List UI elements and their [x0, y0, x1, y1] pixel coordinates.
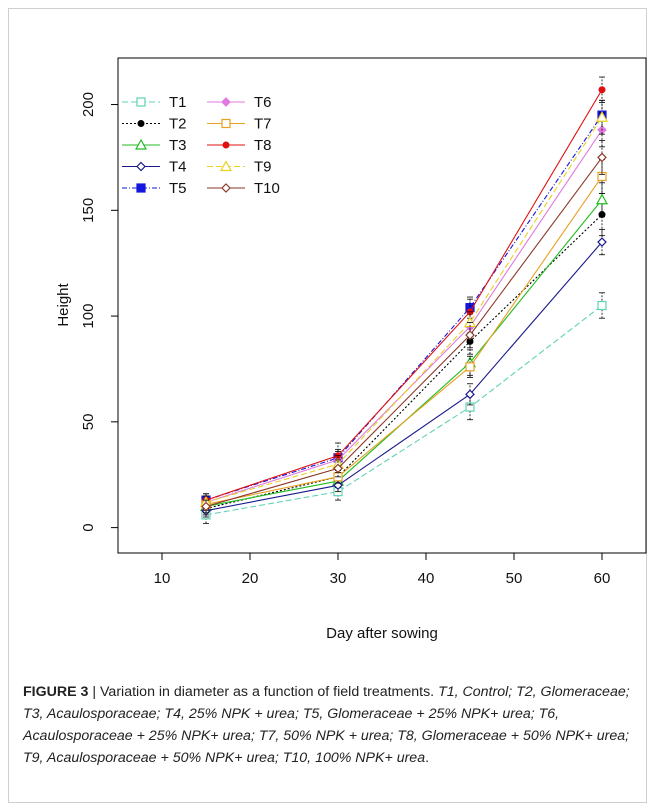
series-t7 [201, 159, 607, 512]
series-line-t2 [205, 214, 603, 510]
caption-end: . [425, 750, 430, 766]
legend-item-t5: T5 [122, 180, 187, 197]
legend-item-t4: T4 [122, 159, 187, 176]
caption-separator: | [88, 684, 101, 700]
series-line-t3 [205, 199, 603, 508]
legend-marker [134, 138, 148, 150]
series-line-t9 [205, 116, 603, 503]
data-point [598, 86, 606, 94]
legend-item-t9: T9 [207, 159, 272, 176]
figure-caption: FIGURE 3 | Variation in diameter as a fu… [23, 681, 633, 769]
series-t1 [201, 292, 607, 524]
data-point [465, 362, 475, 372]
data-point [333, 463, 343, 474]
data-point [201, 501, 211, 512]
legend-item-t7: T7 [207, 116, 272, 133]
legend-marker [222, 141, 230, 149]
legend-label: T3 [169, 137, 187, 154]
series-line-t7 [205, 176, 603, 505]
legend-label: T10 [254, 180, 280, 197]
legend-label: T9 [254, 159, 272, 176]
legend-label: T2 [169, 116, 187, 133]
series-line-t4 [205, 241, 603, 512]
legend-label: T1 [169, 94, 187, 111]
legend-item-t8: T8 [207, 137, 272, 154]
series-line-t1 [205, 305, 603, 516]
y-tick-label: 150 [80, 198, 97, 223]
data-point [595, 110, 609, 122]
legend-item-t2: T2 [122, 116, 187, 133]
legend-label: T4 [169, 159, 187, 176]
legend-marker [137, 120, 145, 127]
y-tick-label: 0 [80, 523, 97, 531]
series-line-t10 [205, 157, 603, 507]
legend-marker [221, 183, 231, 193]
legend-label: T7 [254, 116, 272, 133]
legend-item-t3: T3 [122, 137, 187, 154]
legend-item-t10: T10 [207, 180, 280, 197]
x-tick-label: 10 [154, 570, 171, 587]
series-t2 [202, 192, 606, 516]
data-point [597, 300, 607, 311]
legend-marker [136, 183, 146, 193]
legend-marker [221, 118, 231, 129]
plot-area-border [117, 57, 647, 554]
legend-marker [221, 97, 231, 107]
x-tick-label: 30 [330, 570, 347, 587]
x-axis-label: Day after sowing [326, 625, 438, 642]
y-axis-label: Height [55, 282, 72, 326]
figure-container [8, 8, 647, 803]
legend-marker [136, 97, 146, 107]
series-lines [199, 76, 609, 524]
data-point [465, 330, 475, 340]
data-point [465, 389, 475, 400]
legend-label: T5 [169, 180, 187, 197]
figure-number: FIGURE 3 [23, 684, 89, 700]
x-tick-label: 20 [242, 570, 259, 587]
legend-item-t1: T1 [122, 94, 187, 111]
series-t10 [201, 140, 607, 514]
y-tick-label: 50 [80, 414, 97, 431]
x-tick-label: 40 [418, 570, 435, 587]
axes: 10 20 30 40 50 60 0 50 100 150 200 [80, 92, 610, 587]
x-tick-label: 60 [594, 570, 611, 587]
y-tick-label: 100 [80, 304, 97, 329]
data-point [595, 193, 609, 205]
legend-label: T6 [254, 94, 272, 111]
data-point [597, 152, 607, 163]
data-point [597, 237, 607, 247]
series-line-t8 [205, 89, 603, 501]
legend-label: T8 [254, 137, 272, 154]
series-t4 [201, 228, 607, 518]
legend-marker [136, 161, 146, 172]
caption-text: Variation in diameter as a function of f… [100, 684, 439, 700]
legend: T1 T2 T3 T4 T5 T6 T7 T8 T9 T10 [122, 94, 280, 197]
legend-marker [219, 160, 233, 172]
y-tick-label: 200 [80, 92, 97, 117]
x-tick-label: 50 [506, 570, 523, 587]
legend-item-t6: T6 [207, 94, 272, 111]
caption-legend: T1, Control; T2, Glomeraceae; T3, Acaulo… [23, 684, 630, 766]
